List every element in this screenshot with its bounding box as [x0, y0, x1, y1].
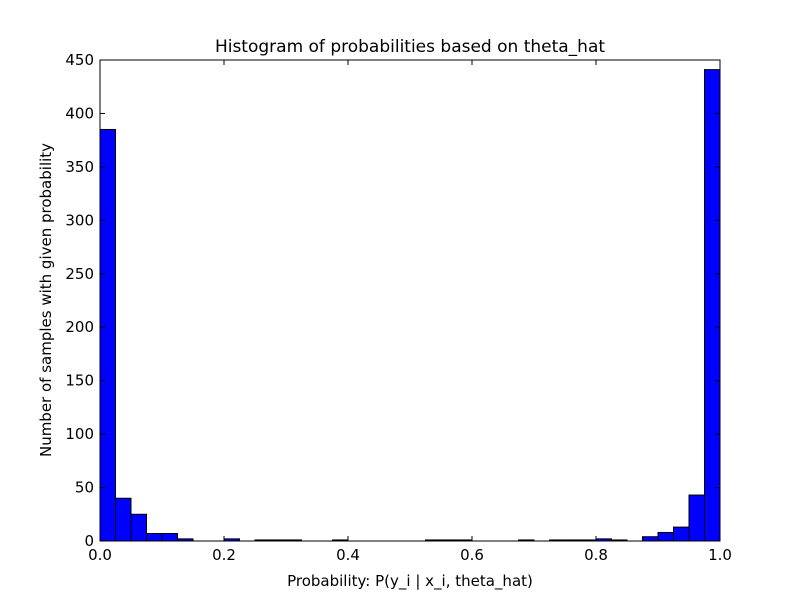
y-tick-label: 150 [65, 372, 94, 390]
histogram-bar [161, 533, 178, 542]
y-tick-label: 450 [65, 51, 94, 69]
x-axis-ticks: 0.0 0.2 0.4 0.6 0.8 1.0 [88, 60, 732, 564]
x-tick-label: 0.2 [212, 546, 236, 564]
histogram-bar [704, 69, 721, 542]
histogram-bar [115, 497, 132, 542]
histogram-bar [99, 128, 116, 542]
x-tick-label: 1.0 [708, 546, 732, 564]
x-tick-label: 0.4 [336, 546, 360, 564]
x-tick-label: 0.6 [460, 546, 484, 564]
x-tick-label: 0.0 [88, 546, 112, 564]
x-axis-label: Probability: P(y_i | x_i, theta_hat) [287, 572, 533, 591]
y-tick-label: 350 [65, 158, 94, 176]
x-tick-label: 0.8 [584, 546, 608, 564]
y-axis-label: Number of samples with given probability [37, 143, 55, 457]
histogram-bar [130, 513, 147, 542]
bars-group [99, 69, 721, 542]
y-tick-label: 0 [84, 532, 94, 550]
histogram-bar [688, 494, 705, 542]
y-tick-label: 100 [65, 425, 94, 443]
y-tick-label: 50 [75, 479, 94, 497]
y-axis-ticks: 0 50 100 150 200 250 300 350 400 450 [65, 51, 720, 550]
histogram-bar [673, 526, 690, 542]
y-tick-label: 250 [65, 265, 94, 283]
y-tick-label: 200 [65, 318, 94, 336]
y-tick-label: 400 [65, 104, 94, 122]
histogram-bar [146, 533, 163, 542]
histogram-bar [642, 536, 659, 542]
histogram-bar [657, 531, 674, 542]
y-tick-label: 300 [65, 211, 94, 229]
plot-frame [99, 59, 721, 542]
chart-title: Histogram of probabilities based on thet… [215, 37, 605, 57]
